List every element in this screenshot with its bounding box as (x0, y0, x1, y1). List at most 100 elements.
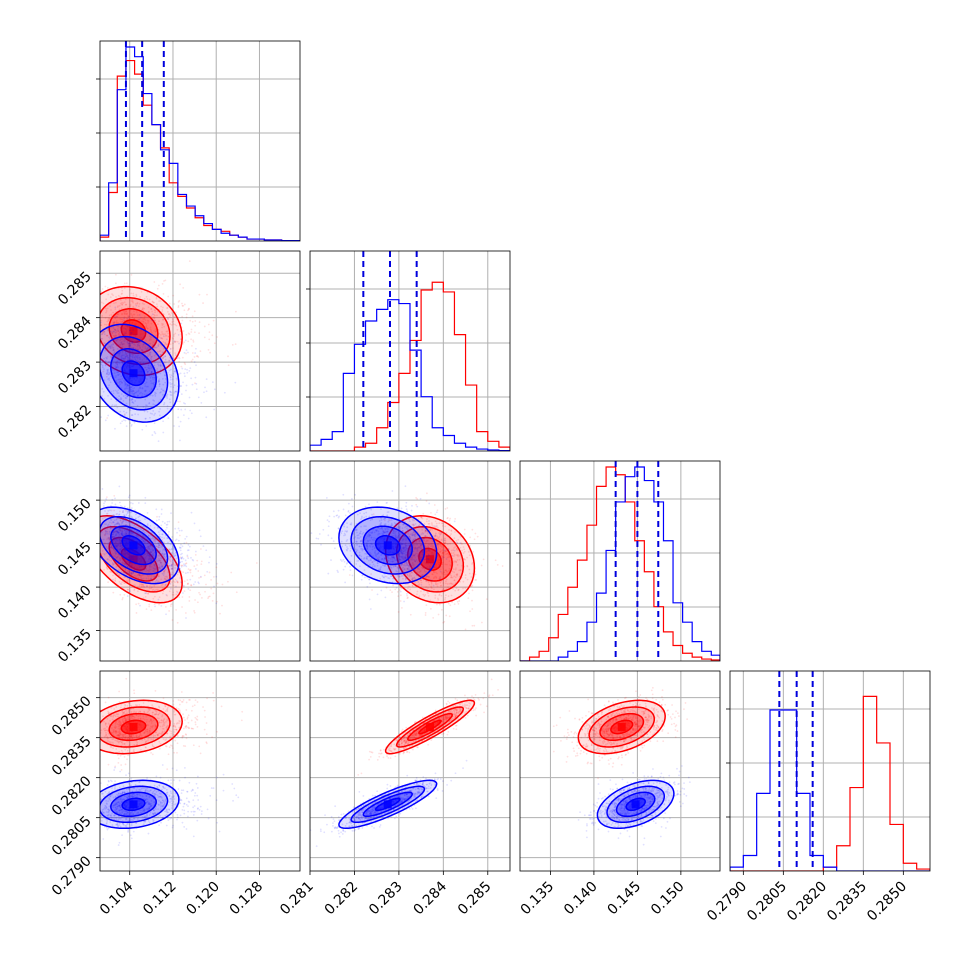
scatter-point (101, 332, 104, 335)
scatter-point (147, 321, 150, 324)
scatter-point (136, 390, 138, 393)
scatter-point (119, 351, 121, 354)
scatter-point (376, 501, 379, 504)
scatter-point (112, 327, 115, 329)
scatter-point (153, 319, 156, 322)
scatter-point (162, 333, 165, 336)
scatter-point (391, 591, 393, 594)
scatter-point (190, 556, 192, 559)
scatter-point (106, 347, 109, 350)
scatter-point (469, 536, 472, 539)
scatter-point (117, 378, 120, 381)
scatter-point (188, 569, 191, 572)
scatter-point (98, 525, 100, 527)
scatter-point (195, 388, 198, 391)
scatter-point (116, 338, 119, 341)
scatter-point (212, 575, 215, 578)
scatter-point (122, 310, 125, 313)
scatter-point (113, 335, 115, 338)
scatter-point (123, 337, 126, 340)
scatter-point (187, 557, 190, 560)
scatter-point (133, 421, 136, 424)
scatter-point (101, 395, 103, 397)
scatter-point (129, 288, 131, 291)
scatter-point (127, 357, 130, 359)
scatter-point (130, 502, 132, 504)
scatter-point (235, 591, 238, 594)
scatter-point (174, 341, 176, 344)
scatter-point (135, 304, 138, 307)
scatter-point (114, 306, 117, 309)
scatter-point (161, 583, 164, 586)
scatter-point (97, 365, 99, 367)
scatter-point (182, 402, 185, 404)
scatter-point (100, 416, 103, 418)
scatter-point (121, 301, 123, 304)
scatter-point (163, 361, 166, 363)
scatter-point (485, 598, 488, 601)
scatter-point (125, 425, 128, 428)
scatter-point (105, 496, 108, 499)
scatter-point (115, 321, 118, 324)
scatter-point (117, 328, 119, 330)
scatter-point (117, 325, 120, 328)
scatter-point (169, 375, 172, 378)
scatter-point (104, 360, 107, 363)
scatter-point (411, 504, 413, 507)
scatter-point (158, 300, 161, 302)
scatter-point (107, 346, 110, 348)
scatter-point (125, 303, 128, 306)
scatter-point (190, 338, 193, 341)
scatter-point (113, 352, 116, 355)
scatter-point (101, 366, 104, 369)
scatter-point (119, 529, 122, 532)
scatter-point (128, 343, 131, 345)
scatter-point (119, 398, 122, 401)
scatter-point (221, 583, 224, 586)
scatter-point (389, 589, 392, 592)
scatter-point (205, 390, 208, 393)
scatter-point (134, 509, 137, 512)
scatter-point (123, 379, 125, 382)
scatter-point (143, 303, 145, 306)
scatter-point (142, 320, 144, 323)
scatter-point (473, 538, 476, 541)
scatter-point (159, 300, 162, 302)
scatter-point (144, 390, 147, 393)
scatter-point (150, 357, 152, 360)
scatter-point (150, 373, 153, 376)
scatter-point (102, 330, 105, 333)
scatter-point (369, 582, 371, 585)
scatter-point (150, 338, 153, 341)
scatter-point (151, 434, 154, 436)
scatter-point (132, 390, 134, 393)
scatter-point (137, 389, 140, 392)
scatter-point (130, 399, 133, 401)
scatter-point (440, 608, 443, 611)
scatter-point (114, 427, 116, 430)
scatter-point (113, 348, 115, 351)
scatter-point (167, 310, 169, 313)
scatter-point (107, 361, 110, 363)
scatter-point (147, 362, 150, 365)
scatter-point (195, 355, 198, 358)
scatter-point (471, 608, 474, 610)
scatter-point (157, 323, 159, 326)
scatter-point (93, 338, 95, 340)
scatter-point (131, 350, 134, 353)
scatter-point (106, 328, 109, 331)
scatter-point (153, 414, 156, 416)
scatter-point (150, 609, 153, 612)
scatter-point (157, 440, 160, 443)
scatter-point (118, 541, 120, 543)
scatter-point (180, 581, 183, 584)
scatter-point (124, 303, 127, 306)
scatter-point (96, 327, 98, 329)
scatter-point (90, 519, 92, 521)
scatter-point (132, 390, 135, 393)
scatter-point (94, 362, 96, 364)
scatter-point (147, 363, 150, 366)
scatter-point (173, 316, 176, 318)
scatter-point (193, 310, 196, 313)
scatter-point (132, 353, 134, 356)
